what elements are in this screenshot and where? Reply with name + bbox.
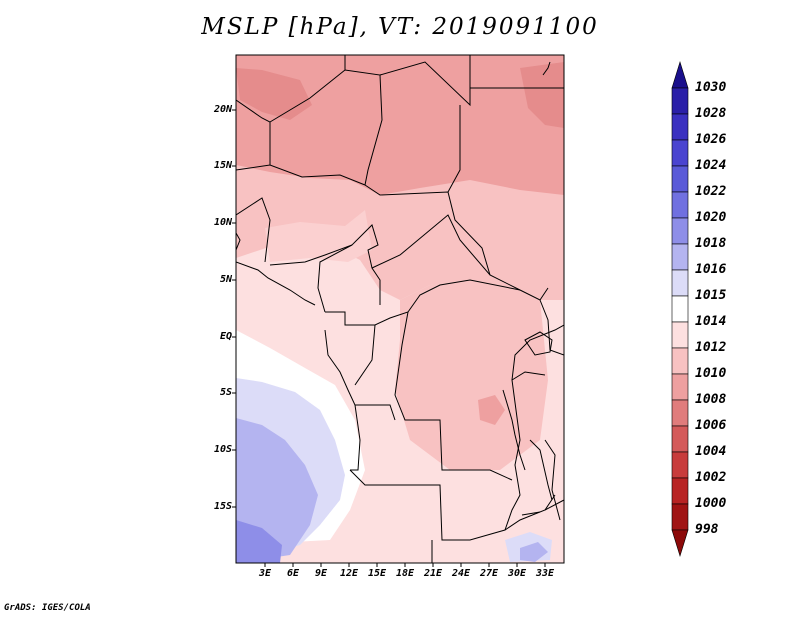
colorbar-segment — [671, 191, 689, 219]
border-path — [317, 244, 353, 313]
lat-label-15s: 15S — [213, 501, 232, 512]
colorbar-label: 1022 — [695, 184, 727, 199]
lon-label-15e: 15E — [367, 568, 387, 579]
border-path — [544, 499, 564, 511]
lake-malawi — [529, 439, 553, 501]
colorbar-segment — [671, 139, 689, 167]
lat-label-5s: 5S — [219, 387, 232, 398]
pressure-1008-lakes — [478, 395, 505, 425]
country-borders — [236, 55, 564, 563]
border-path — [325, 279, 521, 326]
colorbar-label: 998 — [695, 522, 719, 537]
lon-label-3e: 3E — [258, 568, 272, 579]
border-path — [364, 184, 491, 276]
colorbar-segment — [671, 217, 689, 245]
colorbar-top-arrow — [671, 60, 689, 89]
lon-label-21e: 21E — [423, 568, 443, 579]
colorbar-label: 1030 — [695, 80, 727, 95]
border-path — [269, 224, 381, 305]
colorbar-segment — [671, 321, 689, 349]
border-path — [379, 55, 471, 107]
axis-ticks — [232, 109, 546, 567]
map-title: MSLP [hPa], VT: 2019091100 — [201, 14, 599, 40]
border-path — [236, 197, 271, 263]
border-path — [349, 469, 556, 541]
grads-credit: GrADS: IGES/COLA — [4, 603, 91, 613]
border-path — [236, 99, 271, 165]
pressure-field — [236, 55, 564, 563]
colorbar-segment — [671, 451, 689, 479]
border-path — [236, 164, 366, 186]
colorbar-segment — [671, 113, 689, 141]
colorbar-segment — [671, 373, 689, 401]
colorbar-segment — [671, 425, 689, 453]
coastline-path — [236, 232, 241, 251]
lat-label-15n: 15N — [213, 160, 232, 171]
colorbar-segment — [671, 399, 689, 427]
pressure-1016-southeast — [520, 542, 548, 562]
border-path — [394, 311, 513, 481]
lat-label-20n: 20N — [213, 104, 232, 115]
colorbar-label: 1026 — [695, 132, 727, 147]
lon-label-33e: 33E — [535, 568, 555, 579]
border-path — [354, 324, 376, 386]
lon-label-9e: 9E — [314, 568, 328, 579]
border-path — [511, 371, 546, 381]
colorbar-segment — [671, 477, 689, 505]
colorbar-segment — [671, 269, 689, 297]
colorbar-label: 1008 — [695, 392, 727, 407]
lon-label-6e: 6E — [286, 568, 300, 579]
lat-label-5n: 5N — [219, 274, 232, 285]
lake-tanganyika — [502, 389, 526, 471]
lon-label-27e: 27E — [479, 568, 499, 579]
colorbar-bottom-arrow — [671, 529, 689, 558]
pressure-1018-corner — [236, 520, 282, 563]
colorbar-segment — [671, 165, 689, 193]
coastline-path — [236, 261, 316, 306]
lat-label-eq: EQ — [219, 331, 232, 342]
border-path — [539, 299, 564, 356]
border-path — [447, 105, 461, 193]
colorbar-label: 1004 — [695, 444, 727, 459]
map-frame — [235, 54, 565, 564]
colorbar-label: 1024 — [695, 158, 727, 173]
colorbar-label: 1014 — [695, 314, 727, 329]
colorbar-segment — [671, 87, 689, 115]
colorbar-segment — [671, 503, 689, 531]
colorbar-segment — [671, 347, 689, 375]
border-path — [544, 439, 561, 521]
pressure-1006-east — [520, 62, 564, 128]
colorbar-segment — [671, 243, 689, 271]
pressure-1006-west — [236, 68, 312, 120]
pressure-1010-congo — [395, 280, 548, 470]
colorbar-label: 1002 — [695, 470, 727, 485]
colorbar-label: 1006 — [695, 418, 727, 433]
colorbar-label: 1016 — [695, 262, 727, 277]
lake-victoria — [524, 331, 553, 356]
colorbar-label: 1020 — [695, 210, 727, 225]
colorbar-label: 1015 — [695, 288, 727, 303]
colorbar-label: 1012 — [695, 340, 727, 355]
colorbar-label: 1018 — [695, 236, 727, 251]
lat-label-10s: 10S — [213, 444, 232, 455]
colorbar-label: 1010 — [695, 366, 727, 381]
lat-label-10n: 10N — [213, 217, 232, 228]
pressure-1008-sahara — [236, 55, 564, 195]
colorbar-segment — [671, 295, 689, 323]
border-path — [504, 324, 564, 531]
coastline-path — [521, 511, 541, 516]
lon-label-12e: 12E — [339, 568, 359, 579]
lon-label-24e: 24E — [451, 568, 471, 579]
colorbar-label: 1000 — [695, 496, 727, 511]
lon-label-18e: 18E — [395, 568, 415, 579]
coastline-path — [324, 329, 361, 471]
border-path — [355, 404, 396, 421]
colorbar — [671, 60, 689, 558]
colorbar-label: 1028 — [695, 106, 727, 121]
coastline-path — [542, 61, 551, 76]
lon-label-30e: 30E — [507, 568, 527, 579]
border-path — [371, 214, 549, 301]
